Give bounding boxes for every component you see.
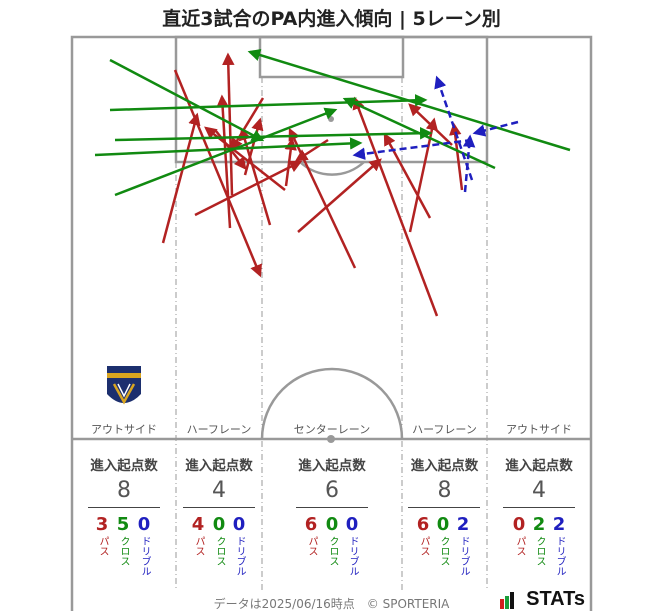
stat-divider <box>503 507 575 508</box>
dribble-count: 0 ドリブル <box>137 514 151 576</box>
cross-arrow <box>342 97 496 170</box>
pass-count: 3 パス <box>95 514 109 556</box>
pass-arrow <box>449 122 464 191</box>
goal-area <box>258 35 405 79</box>
pass-arrow <box>383 132 432 219</box>
cross-arrow <box>94 137 363 157</box>
lane-stat-total: 8 <box>117 478 131 503</box>
pass-arrow <box>294 138 329 162</box>
penalty-spot <box>328 116 334 122</box>
cross-arrows <box>94 48 571 197</box>
page-title: 直近3試合のPA内進入傾向 | 5レーン別 <box>162 8 501 30</box>
pass-arrow <box>173 69 262 278</box>
pass-arrow <box>284 137 297 187</box>
lane-stat-total: 6 <box>325 478 339 503</box>
pass-count: 4 パス <box>191 514 205 556</box>
pass-arrow <box>408 103 453 146</box>
lane-name-outside-left: アウトサイド <box>91 423 157 436</box>
dribble-count: 0 ドリブル <box>232 514 246 576</box>
stat-divider <box>408 507 480 508</box>
pass-arrow <box>288 127 357 269</box>
dribble-count: 0 ドリブル <box>345 514 359 576</box>
lane-stat-total: 4 <box>532 478 546 503</box>
cross-count: 0 クロス <box>212 514 226 566</box>
pass-arrow <box>297 158 382 233</box>
stat-divider <box>88 507 160 508</box>
lane-stat-header: 進入起点数 <box>298 458 366 474</box>
dribble-arrows <box>352 75 519 193</box>
lane-stat-header: 進入起点数 <box>185 458 253 474</box>
brand-logo-icon <box>500 592 514 609</box>
pass-arrows <box>161 52 464 317</box>
stat-divider <box>183 507 255 508</box>
dribble-count: 2 ドリブル <box>456 514 470 576</box>
dribble-arrow <box>462 134 476 193</box>
lane-dividers <box>175 77 488 590</box>
pass-arrow <box>238 127 272 226</box>
pass-count: 6 パス <box>416 514 430 556</box>
footer-credit: データは2025/06/16時点 © SPORTERIA <box>213 597 450 611</box>
pass-arrow <box>161 112 201 244</box>
pass-arrow <box>222 52 235 196</box>
brand-name: STATs <box>526 588 585 610</box>
lane-stat-header: 進入起点数 <box>505 458 573 474</box>
lane-name-halflane-right: ハーフレーン <box>412 423 477 436</box>
centre-circle <box>260 367 404 440</box>
dribble-arrow <box>472 120 519 137</box>
dribble-arrow <box>434 75 474 181</box>
dribble-arrow <box>352 138 473 160</box>
cross-arrow <box>114 107 338 197</box>
cross-arrow <box>114 126 433 142</box>
lane-stat-total: 8 <box>437 478 452 503</box>
lane-stat-header: 進入起点数 <box>90 458 158 474</box>
cross-count: 0 クロス <box>325 514 339 566</box>
lane-stat-total: 4 <box>212 478 226 503</box>
pass-arrow <box>194 160 303 217</box>
cross-arrow <box>109 94 428 112</box>
lane-name-outside-right: アウトサイド <box>506 423 572 436</box>
lane-name-center: センターレーン <box>293 423 371 436</box>
pass-count: 6 パス <box>304 514 318 556</box>
lane-stat-header: 進入起点数 <box>410 458 479 474</box>
stat-divider <box>296 507 368 508</box>
cross-count: 0 クロス <box>436 514 450 566</box>
cross-arrow <box>247 48 571 152</box>
cross-count: 5 クロス <box>116 514 130 566</box>
centre-spot <box>327 435 335 443</box>
cross-count: 2 クロス <box>532 514 546 566</box>
pass-arrow <box>408 117 439 233</box>
club-crest-icon <box>107 366 141 405</box>
dribble-count: 2 ドリブル <box>552 514 566 576</box>
lane-name-halflane-left: ハーフレーン <box>186 423 252 436</box>
pass-count: 0 パス <box>512 514 526 556</box>
cross-arrow <box>109 58 265 142</box>
